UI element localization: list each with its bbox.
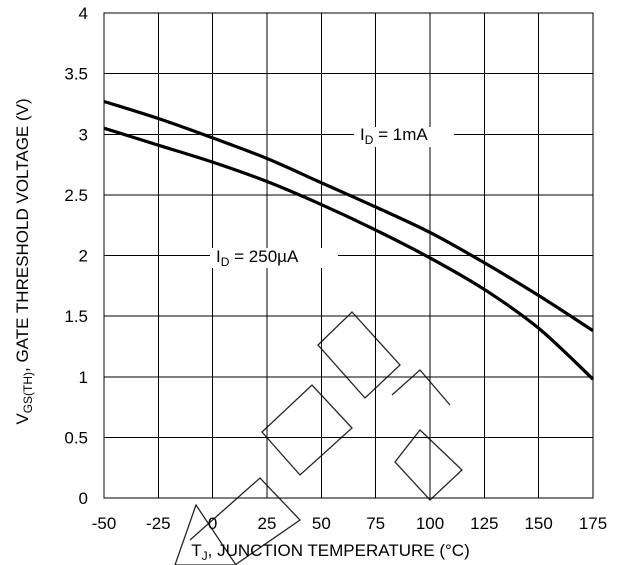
curve-label-sub: D	[365, 133, 374, 147]
y-axis-title-main: V	[13, 413, 32, 425]
series-line-id-250ua	[103, 126, 595, 381]
x-axis-title-rest: , JUNCTION TEMPERATURE (°C)	[208, 541, 470, 560]
y-axis-title-rest: , GATE THRESHOLD VOLTAGE (V)	[13, 98, 32, 372]
x-axis-title-main: T	[191, 541, 201, 560]
x-tick-label: 0	[208, 514, 217, 533]
y-tick-label: 2.5	[64, 186, 88, 205]
x-tick-label: 75	[366, 514, 385, 533]
y-tick-label: 3.5	[64, 65, 88, 84]
curves	[103, 99, 595, 381]
curve-label-rest: = 250µA	[229, 247, 299, 266]
y-tick-label: 1	[79, 368, 88, 387]
y-tick-label: 1.5	[64, 307, 88, 326]
x-tick-label: 50	[312, 514, 331, 533]
x-axis-title: TJ, JUNCTION TEMPERATURE (°C)	[191, 541, 470, 563]
x-tick-label: 125	[470, 514, 498, 533]
y-tick-labels: 0 0.5 1 1.5 2 2.5 3 3.5 4	[64, 4, 88, 508]
y-tick-label: 3	[79, 125, 88, 144]
curve-label-main: I	[216, 247, 221, 266]
plot-frame	[103, 12, 594, 499]
curve-label-sub: D	[221, 255, 230, 269]
x-tick-label: 25	[258, 514, 277, 533]
y-axis-title-sub: GS(TH)	[21, 372, 35, 413]
curve-label-id-1ma: ID = 1mA	[360, 125, 428, 147]
grid	[103, 12, 594, 499]
y-axis-title: VGS(TH), GATE THRESHOLD VOLTAGE (V)	[13, 98, 35, 424]
x-tick-label: -25	[146, 514, 171, 533]
y-tick-label: 4	[79, 4, 88, 23]
x-axis-title-sub: J	[202, 549, 208, 563]
curve-label-id-250ua: ID = 250µA	[216, 247, 299, 269]
x-tick-label: 150	[524, 514, 552, 533]
series-line-id-1ma	[103, 99, 594, 333]
x-tick-labels: -50 -25 0 25 50 75 100 125 150 175	[92, 514, 607, 533]
curve-label-main: I	[360, 125, 365, 144]
y-tick-label: 2	[79, 247, 88, 266]
curve-label-background	[210, 248, 338, 268]
x-tick-label: 175	[579, 514, 607, 533]
curve-label-rest: = 1mA	[373, 125, 428, 144]
x-tick-label: -50	[92, 514, 117, 533]
y-tick-label: 0	[79, 489, 88, 508]
y-tick-label: 0.5	[64, 428, 88, 447]
curve-label-background	[354, 127, 454, 147]
x-tick-label: 100	[416, 514, 444, 533]
watermark	[174, 311, 463, 565]
